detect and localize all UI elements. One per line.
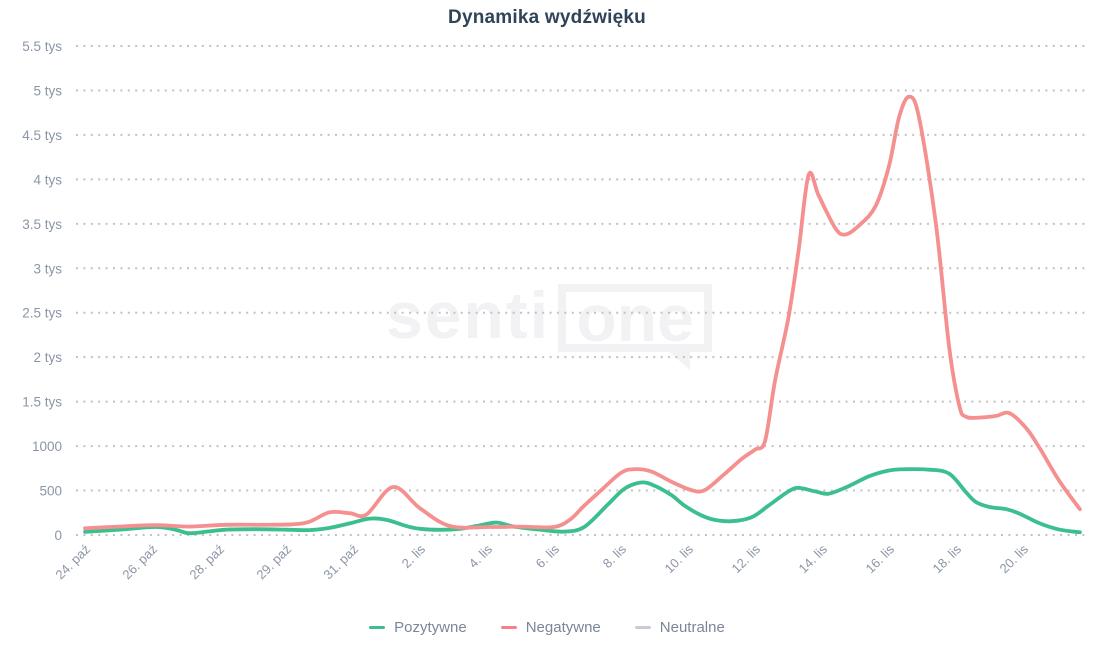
y-axis-label: 3.5 tys	[22, 217, 62, 232]
x-axis-label: 16. lis	[862, 541, 897, 576]
series-line-negatywne[interactable]	[83, 94, 1082, 531]
x-axis-label: 31. paź	[320, 542, 361, 583]
legend-marker-neutralne-icon	[634, 626, 651, 629]
legend-marker-negatywne-icon	[500, 626, 517, 629]
watermark-one-text: one	[576, 281, 694, 355]
chart-title: Dynamika wydźwięku	[448, 7, 646, 28]
x-axis-label: 26. paź	[119, 542, 160, 583]
x-axis-label: 8. lis	[600, 541, 630, 571]
y-axis-label: 5 tys	[33, 83, 62, 98]
x-axis-label: 24. paź	[52, 542, 93, 583]
x-axis-label: 10. lis	[661, 541, 696, 576]
x-axis-label: 6. lis	[533, 541, 563, 571]
y-axis-label: 4.5 tys	[22, 128, 62, 143]
y-axis-label: 0	[54, 528, 62, 543]
legend-label-neutralne: Neutralne	[659, 619, 725, 636]
chart-legend: Pozytywne Negatywne Neutralne	[0, 619, 1094, 636]
x-axis-label: 4. lis	[466, 541, 496, 571]
sentione-watermark: senti one	[386, 278, 713, 370]
x-axis-label: 14. lis	[795, 541, 830, 576]
watermark-speech-bubble: one	[558, 281, 713, 370]
y-axis-label: 1.5 tys	[22, 395, 62, 410]
legend-item-negatywne[interactable]: Negatywne	[500, 619, 601, 636]
x-axis-label: 29. paź	[253, 542, 294, 583]
x-axis-label: 18. lis	[929, 541, 964, 576]
legend-label-pozytywne: Pozytywne	[394, 619, 467, 636]
y-axis-label: 500	[39, 484, 62, 499]
legend-item-pozytywne[interactable]: Pozytywne	[369, 619, 467, 636]
y-axis-label: 3 tys	[33, 261, 62, 276]
series-line-pozytywne[interactable]	[83, 467, 1082, 536]
y-axis-label: 5.5 tys	[22, 39, 62, 54]
x-axis-label: 12. lis	[728, 541, 763, 576]
x-axis-label: 2. lis	[399, 541, 429, 571]
y-axis-label: 4 tys	[33, 172, 62, 187]
watermark-senti-text: senti	[386, 278, 551, 352]
y-axis-label: 2.5 tys	[22, 306, 62, 321]
x-axis-label: 28. paź	[186, 542, 227, 583]
y-axis-label: 1000	[32, 439, 62, 454]
x-axis-label: 20. lis	[996, 541, 1031, 576]
legend-item-neutralne[interactable]: Neutralne	[634, 619, 725, 636]
legend-label-negatywne: Negatywne	[525, 619, 601, 636]
legend-marker-pozytywne-icon	[369, 626, 386, 629]
y-axis-label: 2 tys	[33, 350, 62, 365]
